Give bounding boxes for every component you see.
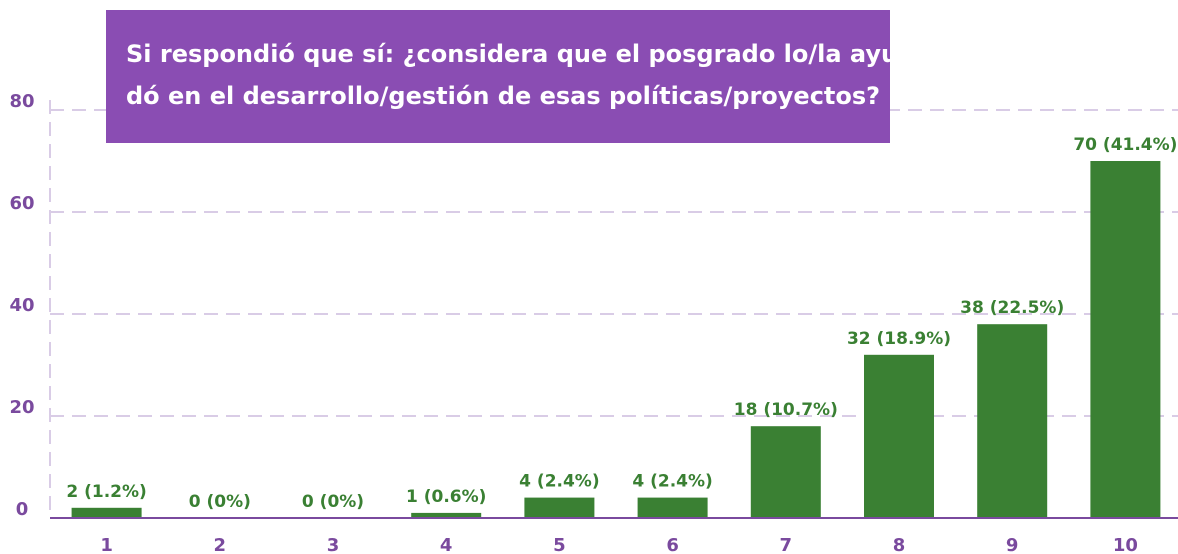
x-tick-label: 9	[1006, 535, 1019, 554]
y-tick-label: 20	[9, 397, 34, 418]
value-label: 70 (41.4%)	[1073, 135, 1177, 155]
x-tick-label: 1	[100, 535, 113, 554]
value-label: 32 (18.9%)	[847, 329, 951, 349]
value-label: 18 (10.7%)	[734, 400, 838, 420]
bar	[524, 497, 595, 518]
x-tick-label: 6	[666, 535, 679, 554]
x-tick-label: 7	[780, 535, 793, 554]
chart-title: dó en el desarrollo/gestión de esas polí…	[126, 82, 880, 110]
y-tick-label: 80	[9, 91, 34, 112]
bar	[977, 324, 1048, 518]
x-tick-label: 3	[327, 535, 340, 554]
bar	[411, 512, 482, 518]
x-tick-label: 8	[893, 535, 906, 554]
value-label: 0 (0%)	[302, 492, 364, 512]
value-label: 38 (22.5%)	[960, 298, 1064, 318]
value-label: 4 (2.4%)	[632, 472, 712, 492]
x-tick-label: 2	[214, 535, 227, 554]
y-tick-label: 40	[9, 295, 34, 316]
title-box	[106, 10, 890, 143]
x-tick-label: 4	[440, 535, 453, 554]
bar	[1090, 161, 1161, 518]
value-label: 0 (0%)	[189, 492, 251, 512]
value-label: 2 (1.2%)	[66, 482, 146, 502]
bar	[71, 507, 142, 518]
x-tick-label: 5	[553, 535, 566, 554]
value-label: 4 (2.4%)	[519, 472, 599, 492]
bar	[750, 426, 821, 518]
bar	[637, 497, 708, 518]
value-label: 1 (0.6%)	[406, 487, 486, 507]
x-tick-label: 10	[1113, 535, 1138, 554]
bar	[864, 354, 934, 518]
y-tick-label: 60	[9, 193, 34, 214]
chart-title: Si respondió que sí: ¿considera que el p…	[126, 40, 908, 68]
y-tick-label: 0	[16, 499, 29, 520]
